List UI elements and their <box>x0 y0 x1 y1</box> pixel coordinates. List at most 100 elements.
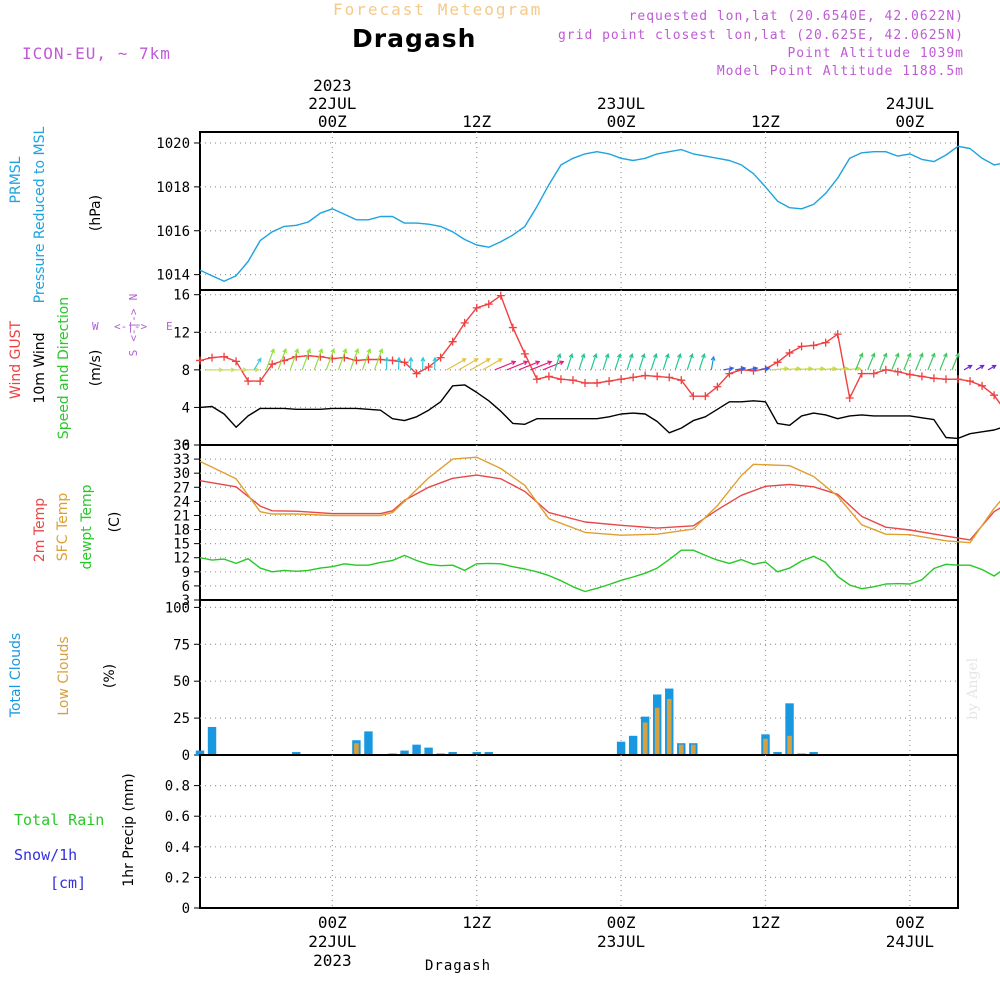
wind-arrow <box>566 352 574 371</box>
total-cloud-bar <box>809 752 818 755</box>
wind-arrow <box>396 356 402 370</box>
wind-arrow <box>759 366 771 372</box>
gust-marker <box>412 369 421 378</box>
bottom-time-label: 00Z <box>607 913 636 932</box>
gust-marker <box>268 360 277 369</box>
gust-marker <box>424 363 433 372</box>
low-clouds-title: Low Clouds <box>56 636 72 715</box>
gust-marker <box>653 372 662 381</box>
y-tick-label: 33 <box>173 452 190 468</box>
wind-arrow <box>313 347 324 371</box>
y-tick-label: 3 <box>182 593 190 609</box>
total-cloud-bar <box>628 735 638 755</box>
gust-marker <box>978 381 987 390</box>
gust-marker <box>436 353 445 362</box>
top-time-label: 24JUL <box>886 94 934 113</box>
total-cloud-bar <box>400 750 409 755</box>
total-cloud-bar <box>364 731 373 755</box>
gust-marker <box>496 291 505 300</box>
gust-marker <box>472 303 481 312</box>
sfc-title: SFC Temp <box>55 493 71 562</box>
wind-arrow <box>242 367 260 373</box>
dewpt-temp-line <box>199 549 1000 593</box>
gust-marker <box>869 369 878 378</box>
gust-marker <box>532 375 541 384</box>
snow-label: Snow/1h <box>14 846 77 864</box>
wind-arrow <box>482 358 503 371</box>
y-tick-label: 12 <box>173 325 190 341</box>
y-tick-label: 1020 <box>156 136 190 152</box>
point-altitude: Point Altitude 1039m <box>787 46 964 61</box>
precip-title: 1hr Precip (mm) <box>121 773 137 886</box>
wind-arrow <box>855 352 864 371</box>
gust-marker <box>484 300 493 309</box>
top-time-label: 00Z <box>318 112 347 131</box>
wind-arrow <box>939 352 948 371</box>
wind-arrow <box>458 358 479 371</box>
wind-arrow <box>530 360 553 371</box>
gust-marker <box>905 370 914 379</box>
bottom-time-label: 12Z <box>462 913 491 932</box>
footer-location: Dragash <box>425 958 492 974</box>
wind-arrow <box>420 356 426 370</box>
wind-arrow <box>337 347 348 371</box>
top-time-label: 22JUL <box>308 94 356 113</box>
wind-arrow <box>325 347 336 371</box>
wind-arrow <box>265 347 275 371</box>
low-cloud-bar <box>642 722 648 755</box>
y-tick-label: 18 <box>173 523 190 539</box>
wind-arrow <box>432 356 438 370</box>
wind-arrow <box>408 356 414 370</box>
low-cloud-bar <box>787 735 792 755</box>
top-time-label: 00Z <box>895 112 924 131</box>
compass-east: E <box>166 320 173 333</box>
wind-arrow <box>879 352 888 371</box>
wind-arrow <box>373 347 384 371</box>
gust-marker <box>256 377 265 386</box>
total-cloud-bar <box>472 752 481 755</box>
wind-arrow <box>735 366 747 372</box>
panel-4: 0 25 50 75 100 <box>165 599 959 764</box>
wind-arrow <box>446 358 467 371</box>
wind-arrow <box>747 366 759 372</box>
bottom-time-label: 22JUL <box>308 932 356 951</box>
wind-arrow <box>674 352 682 371</box>
wind-arrow <box>710 355 716 370</box>
gust-marker <box>328 354 337 363</box>
wind-arrow <box>698 352 706 371</box>
y-tick-label: 36 <box>173 438 190 454</box>
gust-title: Wind GUST <box>8 320 24 399</box>
gust-marker <box>929 374 938 383</box>
gust-marker <box>785 348 794 357</box>
gust-marker <box>629 373 638 382</box>
top-time-label: 2023 <box>313 76 352 95</box>
compass-west: W <box>92 320 99 333</box>
gust-marker <box>568 376 577 385</box>
low-cloud-bar <box>354 743 359 755</box>
10m-wind-line <box>199 384 1000 440</box>
bottom-time-label: 2023 <box>313 951 352 970</box>
wind-arrow <box>361 347 372 371</box>
gust-marker <box>701 392 710 401</box>
panel-2: 0 4 8 12 16 <box>173 288 1000 454</box>
low-cloud-bar <box>690 744 696 755</box>
wind-arrow <box>662 352 670 371</box>
y-tick-label: 0 <box>182 748 190 764</box>
prmsl-subtitle: Pressure Reduced to MSL <box>32 126 48 303</box>
wind-arrow <box>301 347 311 371</box>
total-cloud-bar <box>195 750 205 755</box>
gust-marker <box>448 337 457 346</box>
low-cloud-bar <box>654 707 660 755</box>
wind-arrow <box>626 352 634 371</box>
bottom-time-label: 00Z <box>895 913 924 932</box>
total-cloud-bar <box>448 752 457 755</box>
wind-title: 10m Wind <box>32 332 48 403</box>
gust-marker <box>508 323 517 332</box>
gust-marker <box>857 369 866 378</box>
prmsl-title: PRMSL <box>8 156 24 203</box>
wind-arrow <box>927 352 936 371</box>
temp-unit: (C) <box>107 512 123 533</box>
gust-marker <box>244 377 253 386</box>
